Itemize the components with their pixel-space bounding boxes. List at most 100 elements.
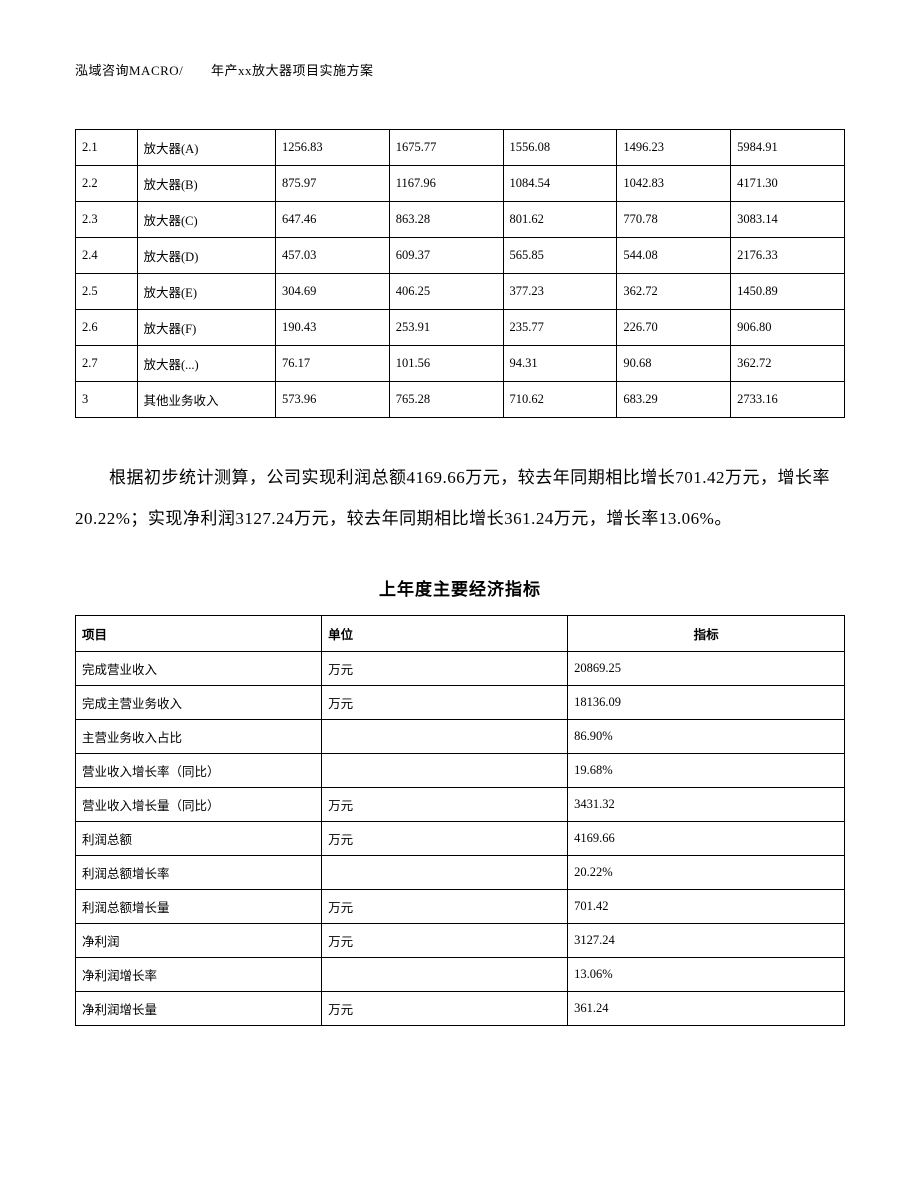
table-row: 净利润增长量万元361.24 [76, 991, 845, 1025]
table-cell: 3431.32 [568, 787, 845, 821]
table-cell: 863.28 [389, 202, 503, 238]
table-row: 2.1放大器(A)1256.831675.771556.081496.23598… [76, 130, 845, 166]
table-cell: 1496.23 [617, 130, 731, 166]
table-cell: 1556.08 [503, 130, 617, 166]
table-cell: 2.2 [76, 166, 138, 202]
table-cell: 647.46 [275, 202, 389, 238]
header-right: 年产xx放大器项目实施方案 [211, 63, 374, 78]
table-cell: 净利润 [76, 923, 322, 957]
table-cell: 683.29 [617, 382, 731, 418]
table-cell: 利润总额 [76, 821, 322, 855]
table-cell: 营业收入增长量（同比） [76, 787, 322, 821]
table-cell: 放大器(C) [137, 202, 275, 238]
table-cell: 营业收入增长率（同比） [76, 753, 322, 787]
table-row: 完成主营业务收入万元18136.09 [76, 685, 845, 719]
table-cell: 3083.14 [731, 202, 845, 238]
table-cell: 565.85 [503, 238, 617, 274]
table-cell: 609.37 [389, 238, 503, 274]
table-cell: 万元 [322, 651, 568, 685]
table-cell: 2.4 [76, 238, 138, 274]
table-cell: 完成主营业务收入 [76, 685, 322, 719]
table-cell: 利润总额增长率 [76, 855, 322, 889]
table-row: 营业收入增长量（同比）万元3431.32 [76, 787, 845, 821]
table-cell [322, 719, 568, 753]
table-row: 利润总额增长量万元701.42 [76, 889, 845, 923]
table-row: 2.4放大器(D)457.03609.37565.85544.082176.33 [76, 238, 845, 274]
table-cell: 放大器(...) [137, 346, 275, 382]
table-row: 主营业务收入占比 86.90% [76, 719, 845, 753]
table-cell: 1084.54 [503, 166, 617, 202]
table-cell: 710.62 [503, 382, 617, 418]
table-cell: 362.72 [731, 346, 845, 382]
table-cell: 万元 [322, 889, 568, 923]
table-cell: 19.68% [568, 753, 845, 787]
header-left: 泓域咨询MACRO/ [75, 63, 183, 78]
table-cell: 放大器(B) [137, 166, 275, 202]
table-cell: 906.80 [731, 310, 845, 346]
table-cell: 4171.30 [731, 166, 845, 202]
table-row: 利润总额万元4169.66 [76, 821, 845, 855]
table-row: 净利润增长率13.06% [76, 957, 845, 991]
table-cell: 101.56 [389, 346, 503, 382]
table-cell: 86.90% [568, 719, 845, 753]
table-cell: 94.31 [503, 346, 617, 382]
page-header: 泓域咨询MACRO/ 年产xx放大器项目实施方案 [75, 60, 845, 79]
table-cell: 18136.09 [568, 685, 845, 719]
table-cell: 3127.24 [568, 923, 845, 957]
table-cell: 190.43 [275, 310, 389, 346]
summary-paragraph: 根据初步统计测算，公司实现利润总额4169.66万元，较去年同期相比增长701.… [75, 458, 845, 540]
table-cell: 235.77 [503, 310, 617, 346]
table-cell: 2733.16 [731, 382, 845, 418]
table-cell: 457.03 [275, 238, 389, 274]
table-cell: 万元 [322, 787, 568, 821]
table-cell: 573.96 [275, 382, 389, 418]
table-cell: 2.6 [76, 310, 138, 346]
table-cell: 放大器(D) [137, 238, 275, 274]
table-cell: 其他业务收入 [137, 382, 275, 418]
table2-header-indicator: 指标 [568, 615, 845, 651]
table-cell: 完成营业收入 [76, 651, 322, 685]
table-cell: 377.23 [503, 274, 617, 310]
table-cell: 5984.91 [731, 130, 845, 166]
table-row: 2.3放大器(C)647.46863.28801.62770.783083.14 [76, 202, 845, 238]
table-cell: 406.25 [389, 274, 503, 310]
table-cell: 2.7 [76, 346, 138, 382]
table-row: 2.6放大器(F)190.43253.91235.77226.70906.80 [76, 310, 845, 346]
table2-header-project: 项目 [76, 615, 322, 651]
table-cell: 1675.77 [389, 130, 503, 166]
table-cell: 361.24 [568, 991, 845, 1025]
table-row: 营业收入增长率（同比） 19.68% [76, 753, 845, 787]
table2-header-unit: 单位 [322, 615, 568, 651]
table-row: 2.7放大器(...)76.17101.5694.3190.68362.72 [76, 346, 845, 382]
table2-title: 上年度主要经济指标 [75, 575, 845, 600]
table-cell: 20.22% [568, 855, 845, 889]
table-cell: 放大器(A) [137, 130, 275, 166]
table-cell: 3 [76, 382, 138, 418]
table-cell: 2.3 [76, 202, 138, 238]
table-cell: 万元 [322, 991, 568, 1025]
table-cell: 利润总额增长量 [76, 889, 322, 923]
table-row: 2.5放大器(E)304.69406.25377.23362.721450.89 [76, 274, 845, 310]
table-cell [322, 855, 568, 889]
table-row: 3其他业务收入573.96765.28710.62683.292733.16 [76, 382, 845, 418]
table-cell [322, 957, 568, 991]
table-row: 利润总额增长率 20.22% [76, 855, 845, 889]
table-cell: 2.1 [76, 130, 138, 166]
table-cell: 1042.83 [617, 166, 731, 202]
table-cell: 万元 [322, 923, 568, 957]
table-cell: 90.68 [617, 346, 731, 382]
products-table: 2.1放大器(A)1256.831675.771556.081496.23598… [75, 129, 845, 418]
table-cell: 主营业务收入占比 [76, 719, 322, 753]
table-cell: 放大器(E) [137, 274, 275, 310]
table2-header-row: 项目 单位 指标 [76, 615, 845, 651]
table-cell: 76.17 [275, 346, 389, 382]
table-cell: 2176.33 [731, 238, 845, 274]
table-cell: 净利润增长量 [76, 991, 322, 1025]
table-cell: 362.72 [617, 274, 731, 310]
table-cell: 13.06% [568, 957, 845, 991]
table-cell [322, 753, 568, 787]
table-cell: 226.70 [617, 310, 731, 346]
table-cell: 4169.66 [568, 821, 845, 855]
table-cell: 544.08 [617, 238, 731, 274]
table-cell: 万元 [322, 821, 568, 855]
